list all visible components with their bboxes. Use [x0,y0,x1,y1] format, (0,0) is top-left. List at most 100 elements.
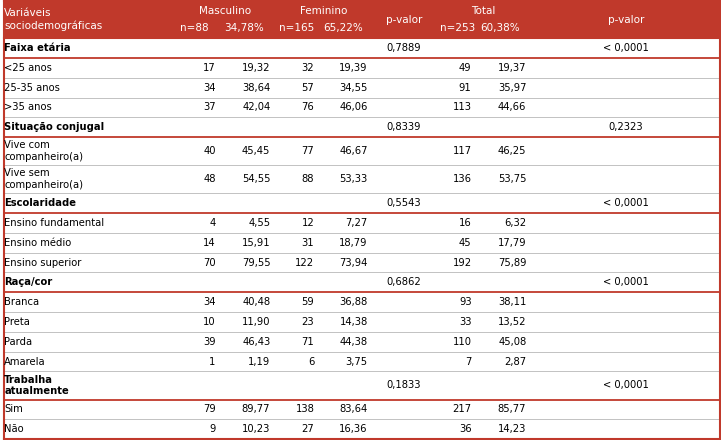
Text: 71: 71 [301,337,314,347]
Text: 23: 23 [301,317,314,327]
Text: < 0,0001: < 0,0001 [603,198,649,208]
Text: 54,55: 54,55 [242,174,270,184]
Text: 136: 136 [453,174,472,184]
Text: 4: 4 [209,218,216,228]
Text: 7: 7 [465,356,472,367]
Text: 46,43: 46,43 [242,337,270,347]
Bar [4,165,720,193]
Text: 46,06: 46,06 [340,103,368,112]
Text: 33: 33 [459,317,472,327]
Text: 113: 113 [453,103,472,112]
Text: 19,37: 19,37 [497,63,526,73]
Bar [4,1,720,38]
Text: Vive com
companheiro(a): Vive com companheiro(a) [4,140,84,162]
Text: 48: 48 [203,174,216,184]
Text: 89,77: 89,77 [242,404,270,414]
Text: Feminino: Feminino [300,6,347,16]
Text: 0,5543: 0,5543 [386,198,421,208]
Text: 18,79: 18,79 [339,238,368,248]
Text: 14,38: 14,38 [340,317,368,327]
Text: 70: 70 [203,257,216,268]
Text: 192: 192 [452,257,472,268]
Text: 77: 77 [301,146,314,156]
Text: 17: 17 [203,63,216,73]
Text: 75,89: 75,89 [497,257,526,268]
Bar [4,213,720,233]
Text: 60,38%: 60,38% [480,23,520,33]
Text: >35 anos: >35 anos [4,103,52,112]
Text: n=253: n=253 [440,23,475,33]
Text: 19,39: 19,39 [339,63,368,73]
Bar [4,137,720,165]
Text: 91: 91 [459,83,472,92]
Text: Escolaridade: Escolaridade [4,198,76,208]
Text: 0,7889: 0,7889 [386,43,421,53]
Text: 34,78%: 34,78% [224,23,264,33]
Text: 15,91: 15,91 [242,238,270,248]
Bar [4,233,720,253]
Text: p-valor: p-valor [386,15,422,25]
Text: 40: 40 [203,146,216,156]
Bar [4,419,720,439]
Bar [4,78,720,98]
Text: 2,87: 2,87 [504,356,526,367]
Text: 35,97: 35,97 [497,83,526,92]
Text: 88: 88 [302,174,314,184]
Text: < 0,0001: < 0,0001 [603,277,649,287]
Text: Total: Total [471,6,495,16]
Text: Branca: Branca [4,297,40,307]
Text: 0,1833: 0,1833 [386,381,421,390]
Text: n=165: n=165 [279,23,314,33]
Text: 65,22%: 65,22% [323,23,363,33]
Text: 57: 57 [301,83,314,92]
Text: Ensino superior: Ensino superior [4,257,81,268]
Text: 110: 110 [453,337,472,347]
Text: 34: 34 [203,83,216,92]
Bar [4,312,720,332]
Bar [4,272,720,292]
Text: Amarela: Amarela [4,356,46,367]
Text: 79: 79 [203,404,216,414]
Text: <25 anos: <25 anos [4,63,52,73]
Text: 46,25: 46,25 [497,146,526,156]
Text: 53,33: 53,33 [340,174,368,184]
Text: Variáveis
sociodemográficas: Variáveis sociodemográficas [4,8,102,31]
Text: < 0,0001: < 0,0001 [603,381,649,390]
Text: < 0,0001: < 0,0001 [603,43,649,53]
Bar [4,292,720,312]
Text: n=88: n=88 [180,23,209,33]
Text: p-valor: p-valor [608,15,644,25]
Text: 73,94: 73,94 [340,257,368,268]
Bar [4,117,720,137]
Text: 34,55: 34,55 [340,83,368,92]
Text: Parda: Parda [4,337,32,347]
Text: 6,32: 6,32 [504,218,526,228]
Text: 45,45: 45,45 [242,146,270,156]
Text: 14: 14 [203,238,216,248]
Text: 31: 31 [301,238,314,248]
Text: Não: Não [4,424,24,434]
Text: 10,23: 10,23 [242,424,270,434]
Text: 3,75: 3,75 [345,356,368,367]
Text: 13,52: 13,52 [497,317,526,327]
Text: 42,04: 42,04 [242,103,270,112]
Text: 11,90: 11,90 [242,317,270,327]
Bar [4,332,720,352]
Text: Masculino: Masculino [199,6,252,16]
Text: 10: 10 [203,317,216,327]
Text: 38,64: 38,64 [242,83,270,92]
Bar [4,38,720,58]
Text: Sim: Sim [4,404,23,414]
Text: 45,08: 45,08 [498,337,526,347]
Text: 16,36: 16,36 [339,424,368,434]
Text: 44,38: 44,38 [340,337,368,347]
Text: Situação conjugal: Situação conjugal [4,122,105,132]
Bar [4,352,720,371]
Text: 76: 76 [301,103,314,112]
Text: Ensino fundamental: Ensino fundamental [4,218,105,228]
Text: 46,67: 46,67 [339,146,368,156]
Text: 12: 12 [301,218,314,228]
Text: Ensino médio: Ensino médio [4,238,71,248]
Bar [4,193,720,213]
Text: 16: 16 [459,218,472,228]
